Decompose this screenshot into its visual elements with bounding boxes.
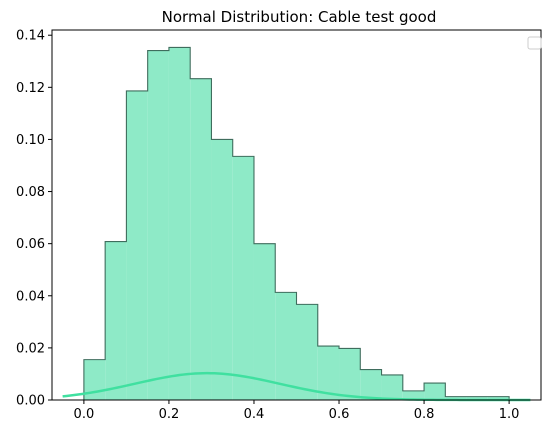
histogram-bar xyxy=(445,396,467,400)
histogram-bar xyxy=(126,90,148,400)
legend-box xyxy=(527,36,542,50)
axes: 0.0 0.2 0.4 0.6 0.8 1.0 0.00 0.02 0.04 0.06 0.08 0.… xyxy=(16,29,542,422)
histogram-bar xyxy=(487,396,510,400)
chart-title: Normal Distribution: Cable test good xyxy=(162,8,437,26)
histogram-bar xyxy=(211,139,233,400)
histogram-outline xyxy=(83,46,510,400)
histogram-bar xyxy=(360,369,382,400)
x-tick-label: 0.2 xyxy=(159,407,180,422)
plot-frame xyxy=(51,29,542,401)
histogram-bar xyxy=(466,396,488,400)
x-tick-label: 0.4 xyxy=(244,407,265,422)
x-tick-label: 1.0 xyxy=(499,407,520,422)
y-tick-label: 0.02 xyxy=(16,341,45,356)
y-tick-label: 0.06 xyxy=(16,237,45,252)
y-tick-label: 0.14 xyxy=(16,29,45,44)
histogram-bar xyxy=(317,346,340,400)
histogram-bar xyxy=(253,243,276,400)
y-tick-label: 0.00 xyxy=(16,394,45,409)
histogram-bar xyxy=(275,292,297,400)
x-tick-label: 0.6 xyxy=(329,407,350,422)
histogram-bar xyxy=(168,47,191,401)
histogram-bar xyxy=(147,50,169,401)
histogram-bar xyxy=(190,78,212,401)
histogram-bar xyxy=(339,348,361,400)
y-tick-label: 0.10 xyxy=(16,133,45,148)
histogram-bars xyxy=(83,46,510,401)
histogram-bar xyxy=(105,241,127,400)
x-tick-label: 0.0 xyxy=(74,407,95,422)
y-tick-label: 0.04 xyxy=(16,289,45,304)
histogram-bar xyxy=(381,374,403,400)
x-tick-label: 0.8 xyxy=(414,407,435,422)
y-tick-label: 0.08 xyxy=(16,185,45,200)
y-tick-label: 0.12 xyxy=(16,81,45,96)
histogram-bar xyxy=(424,383,446,400)
histogram-bar xyxy=(402,390,425,400)
histogram-bar xyxy=(296,304,318,400)
histogram-bar xyxy=(232,156,254,400)
